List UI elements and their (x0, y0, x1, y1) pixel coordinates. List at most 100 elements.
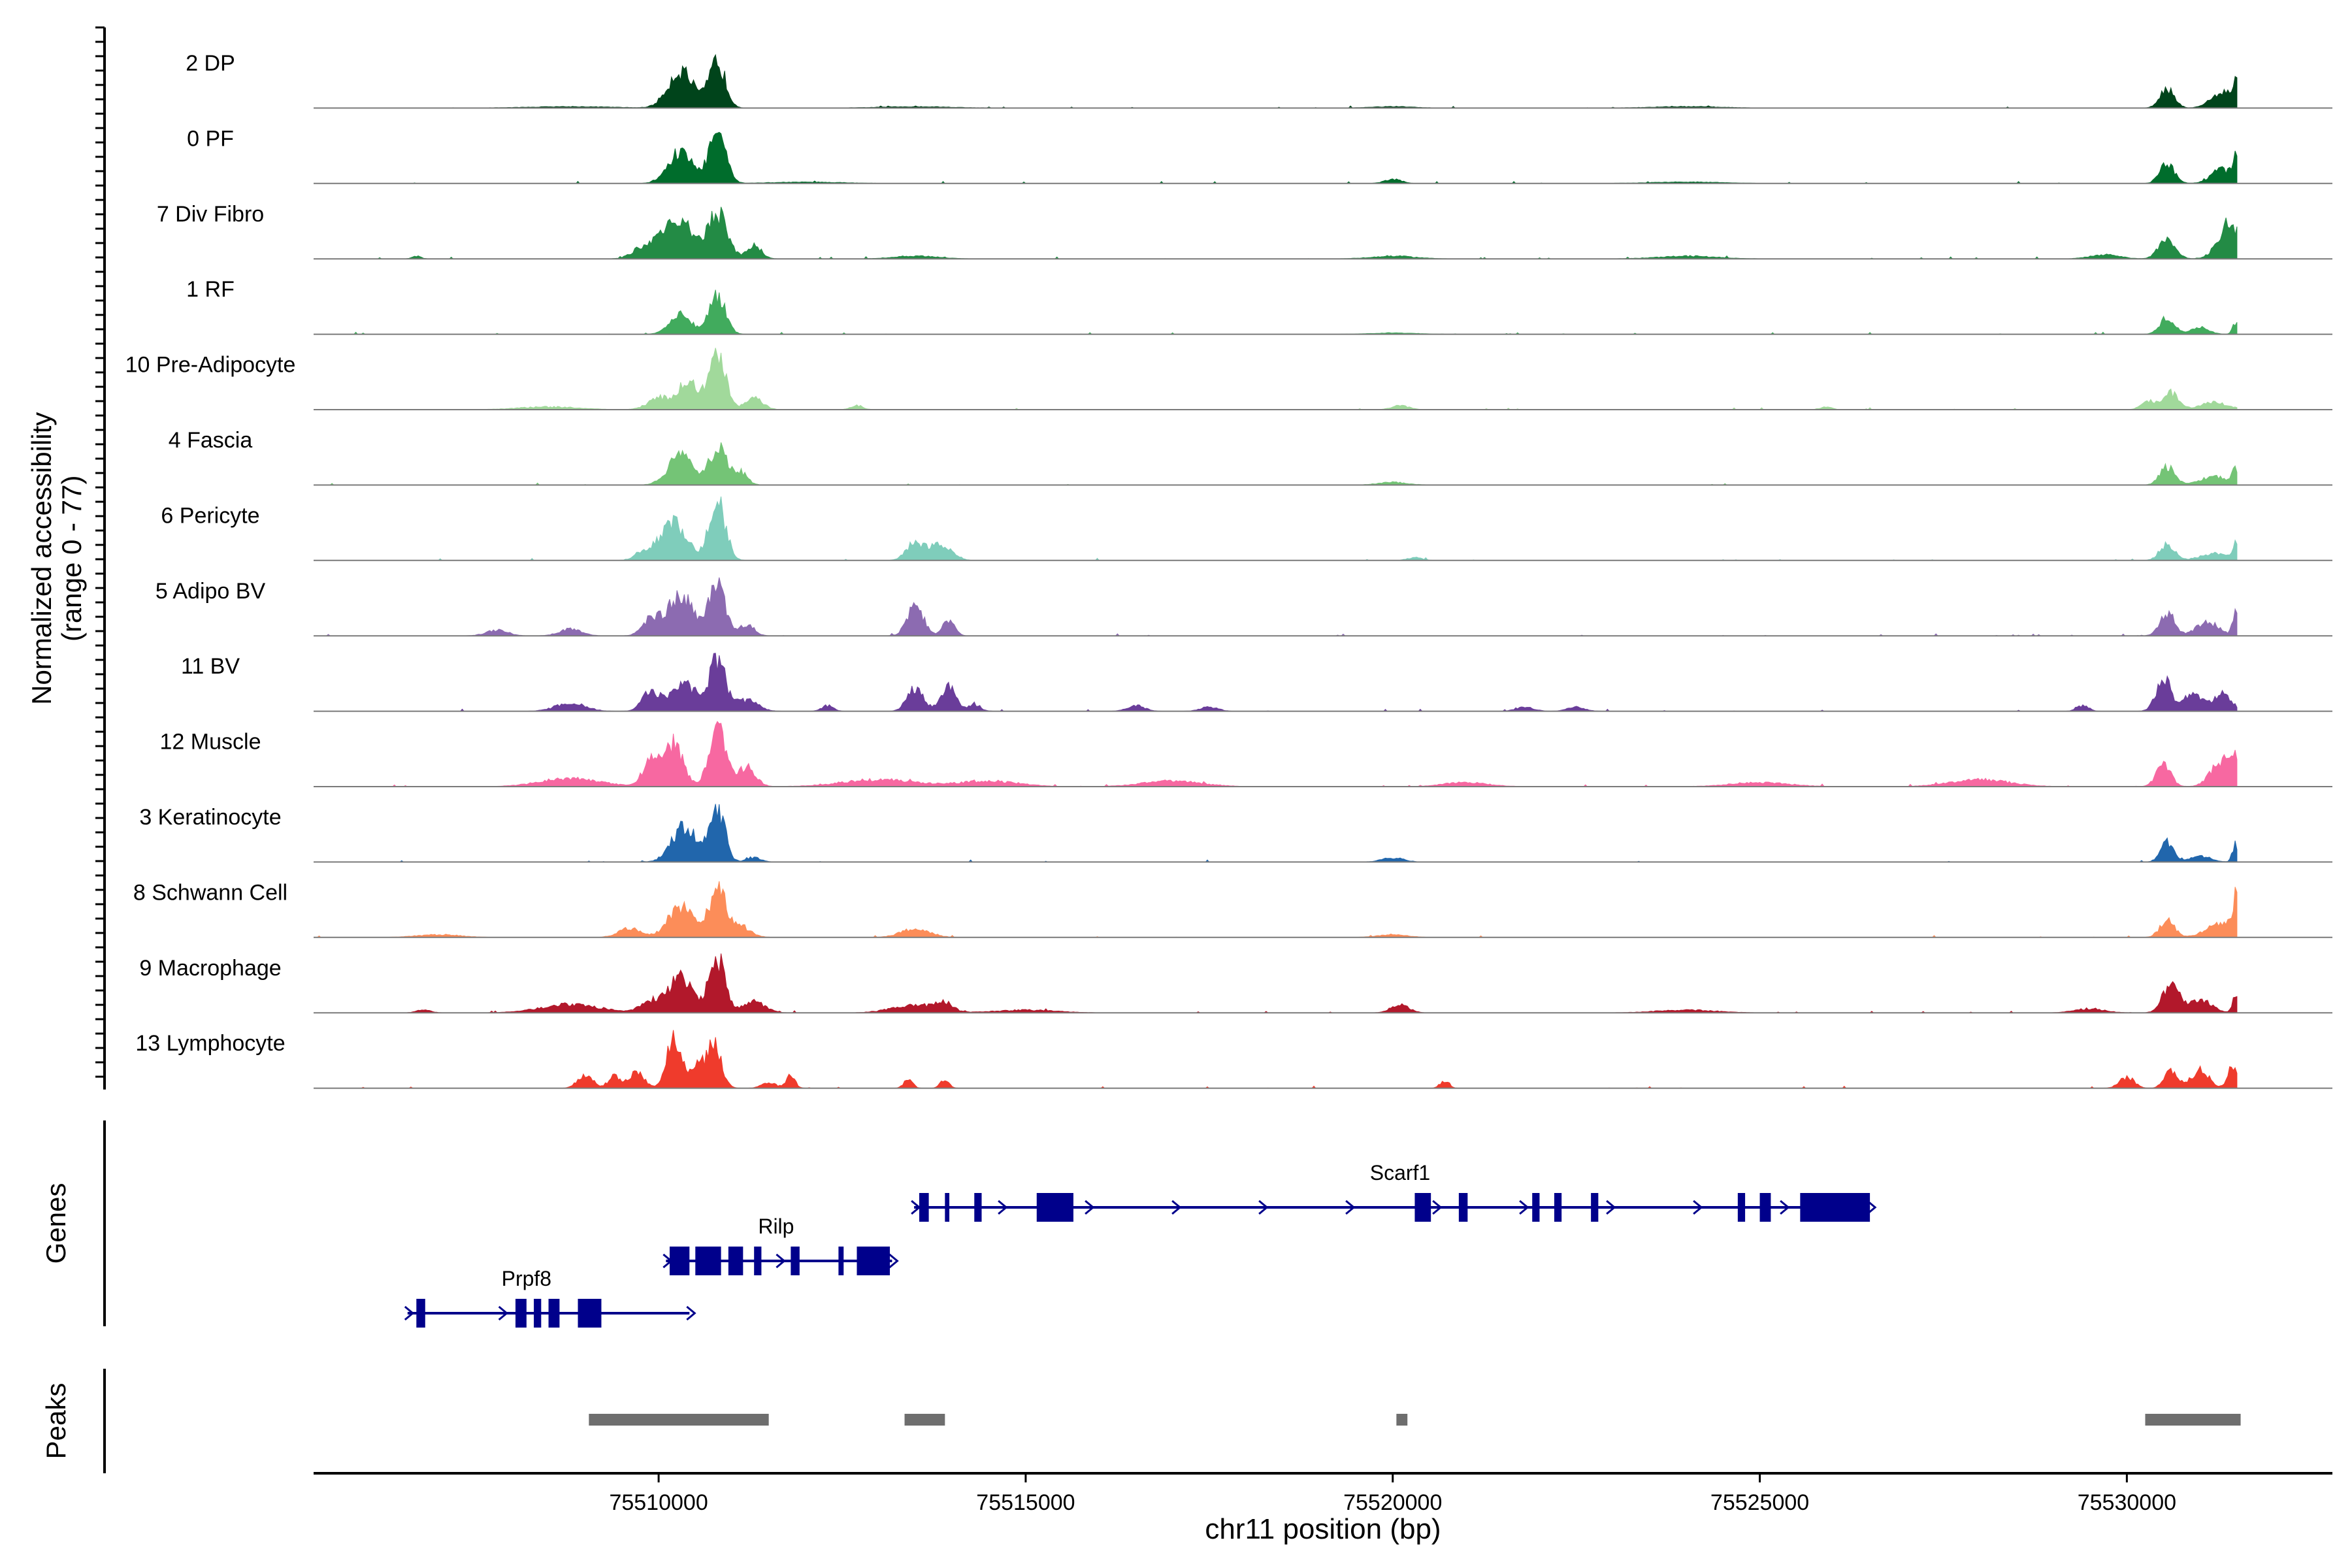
exon-block (1554, 1193, 1562, 1222)
strand-arrow (1432, 1200, 1443, 1215)
strand-arrow (889, 1253, 899, 1269)
strand-arrow (1867, 1200, 1877, 1215)
strand-arrow (1258, 1200, 1269, 1215)
gene-model: Rilp (662, 1215, 899, 1275)
gene-model: Scarf1 (911, 1161, 1877, 1222)
coverage-track: 9 Macrophage (139, 953, 2332, 1014)
exon-block (1036, 1193, 1073, 1222)
coverage-track: 10 Pre-Adipocyte (125, 348, 2332, 410)
coverage-track: 1 RF (186, 277, 2332, 335)
y-axis-title: Normalized accessibility (26, 412, 57, 705)
coverage-track: 12 Muscle (160, 721, 2332, 787)
strand-arrow (498, 1305, 508, 1321)
track-label: 12 Muscle (160, 730, 261, 755)
exon-block (515, 1299, 527, 1328)
coverage-area (314, 289, 2238, 335)
genes-track-title: Genes (41, 1183, 71, 1264)
coverage-y-axis (95, 26, 106, 1090)
track-label: 0 PF (187, 126, 234, 151)
peak-region (2145, 1414, 2241, 1426)
track-label: 8 Schwann Cell (133, 880, 287, 905)
coverage-track: 8 Schwann Cell (133, 880, 2332, 938)
exon-block (548, 1299, 560, 1328)
exon-block (728, 1247, 743, 1275)
coverage-area (314, 1030, 2238, 1089)
coverage-area (314, 881, 2238, 938)
exon-block (974, 1193, 982, 1222)
strand-arrow (1780, 1200, 1790, 1215)
exon-block (754, 1247, 762, 1275)
gene-label: Prpf8 (502, 1267, 551, 1290)
coverage-area (314, 442, 2238, 485)
strand-arrow (1171, 1200, 1182, 1215)
x-tick-label: 75530000 (2078, 1490, 2176, 1515)
exon-block (669, 1247, 690, 1275)
coverage-track: 3 Keratinocyte (139, 804, 2332, 863)
strand-arrow (404, 1305, 415, 1321)
track-label: 9 Macrophage (139, 956, 281, 981)
exon-block (945, 1193, 950, 1222)
strand-arrow (1519, 1200, 1529, 1215)
x-tick-label: 75520000 (1343, 1490, 1442, 1515)
exon-block (578, 1299, 602, 1328)
exon-block (857, 1247, 890, 1275)
exon-block (1414, 1193, 1431, 1222)
coverage-area (314, 804, 2238, 862)
exon-block (416, 1299, 425, 1328)
exon-block (1800, 1193, 1870, 1222)
peak-region (1396, 1414, 1408, 1426)
exon-block (695, 1247, 721, 1275)
x-tick-label: 75515000 (976, 1490, 1075, 1515)
coverage-track: 4 Fascia (169, 428, 2332, 486)
coverage-track: 5 Adipo BV (155, 577, 2332, 637)
track-label: 6 Pericyte (161, 503, 259, 528)
coverage-area (314, 953, 2238, 1013)
coverage-area (314, 206, 2238, 259)
track-label: 3 Keratinocyte (139, 805, 281, 830)
strand-arrow (686, 1305, 696, 1321)
x-axis-title: chr11 position (bp) (1205, 1513, 1441, 1545)
gene-model: Prpf8 (404, 1267, 696, 1328)
track-label: 4 Fascia (169, 428, 253, 453)
coverage-area (314, 131, 2238, 184)
coverage-track: 11 BV (181, 653, 2332, 712)
strand-arrow (1085, 1200, 1095, 1215)
coverage-tracks: 2 DP 0 PF 7 Div Fibro 1 RF 10 Pre-Adipocyte 4… (125, 51, 2332, 1089)
strand-arrow (1693, 1200, 1703, 1215)
x-axis: 75510000 75515000 75520000 75525000 75530000 (314, 1472, 2332, 1515)
exon-block (791, 1247, 800, 1275)
coverage-area (314, 54, 2238, 108)
exon-block (534, 1299, 542, 1328)
peaks-track-title: Peaks (41, 1383, 71, 1460)
x-tick-label: 75525000 (1710, 1490, 1809, 1515)
y-axis-range-label: (range 0 - 77) (56, 476, 87, 642)
coverage-track: 6 Pericyte (161, 496, 2332, 561)
coverage-area (314, 577, 2238, 636)
track-label: 11 BV (181, 654, 240, 679)
exon-block (919, 1193, 929, 1222)
gene-label: Rilp (758, 1215, 794, 1238)
track-label: 1 RF (186, 277, 235, 302)
exon-block (1458, 1193, 1468, 1222)
strand-arrow (998, 1200, 1008, 1215)
coverage-track: 7 Div Fibro (157, 202, 2332, 260)
gene-models: Prpf8 Rilp Scarf1 (103, 1120, 1877, 1328)
gene-label: Scarf1 (1370, 1161, 1430, 1184)
exon-block (1591, 1193, 1599, 1222)
coverage-area (314, 348, 2238, 410)
peak-region (589, 1414, 769, 1426)
exon-block (1532, 1193, 1540, 1222)
coverage-area (314, 653, 2238, 712)
exon-block (838, 1247, 844, 1275)
x-tick-label: 75510000 (609, 1490, 708, 1515)
peak-regions (103, 1369, 2241, 1473)
coverage-area (314, 721, 2238, 787)
peak-region (904, 1414, 945, 1426)
track-label: 7 Div Fibro (157, 202, 264, 227)
exon-block (1759, 1193, 1771, 1222)
strand-arrow (1345, 1200, 1356, 1215)
coverage-track: 0 PF (187, 126, 2332, 184)
track-label: 10 Pre-Adipocyte (125, 353, 296, 378)
coverage-track: 2 DP (186, 51, 2332, 109)
